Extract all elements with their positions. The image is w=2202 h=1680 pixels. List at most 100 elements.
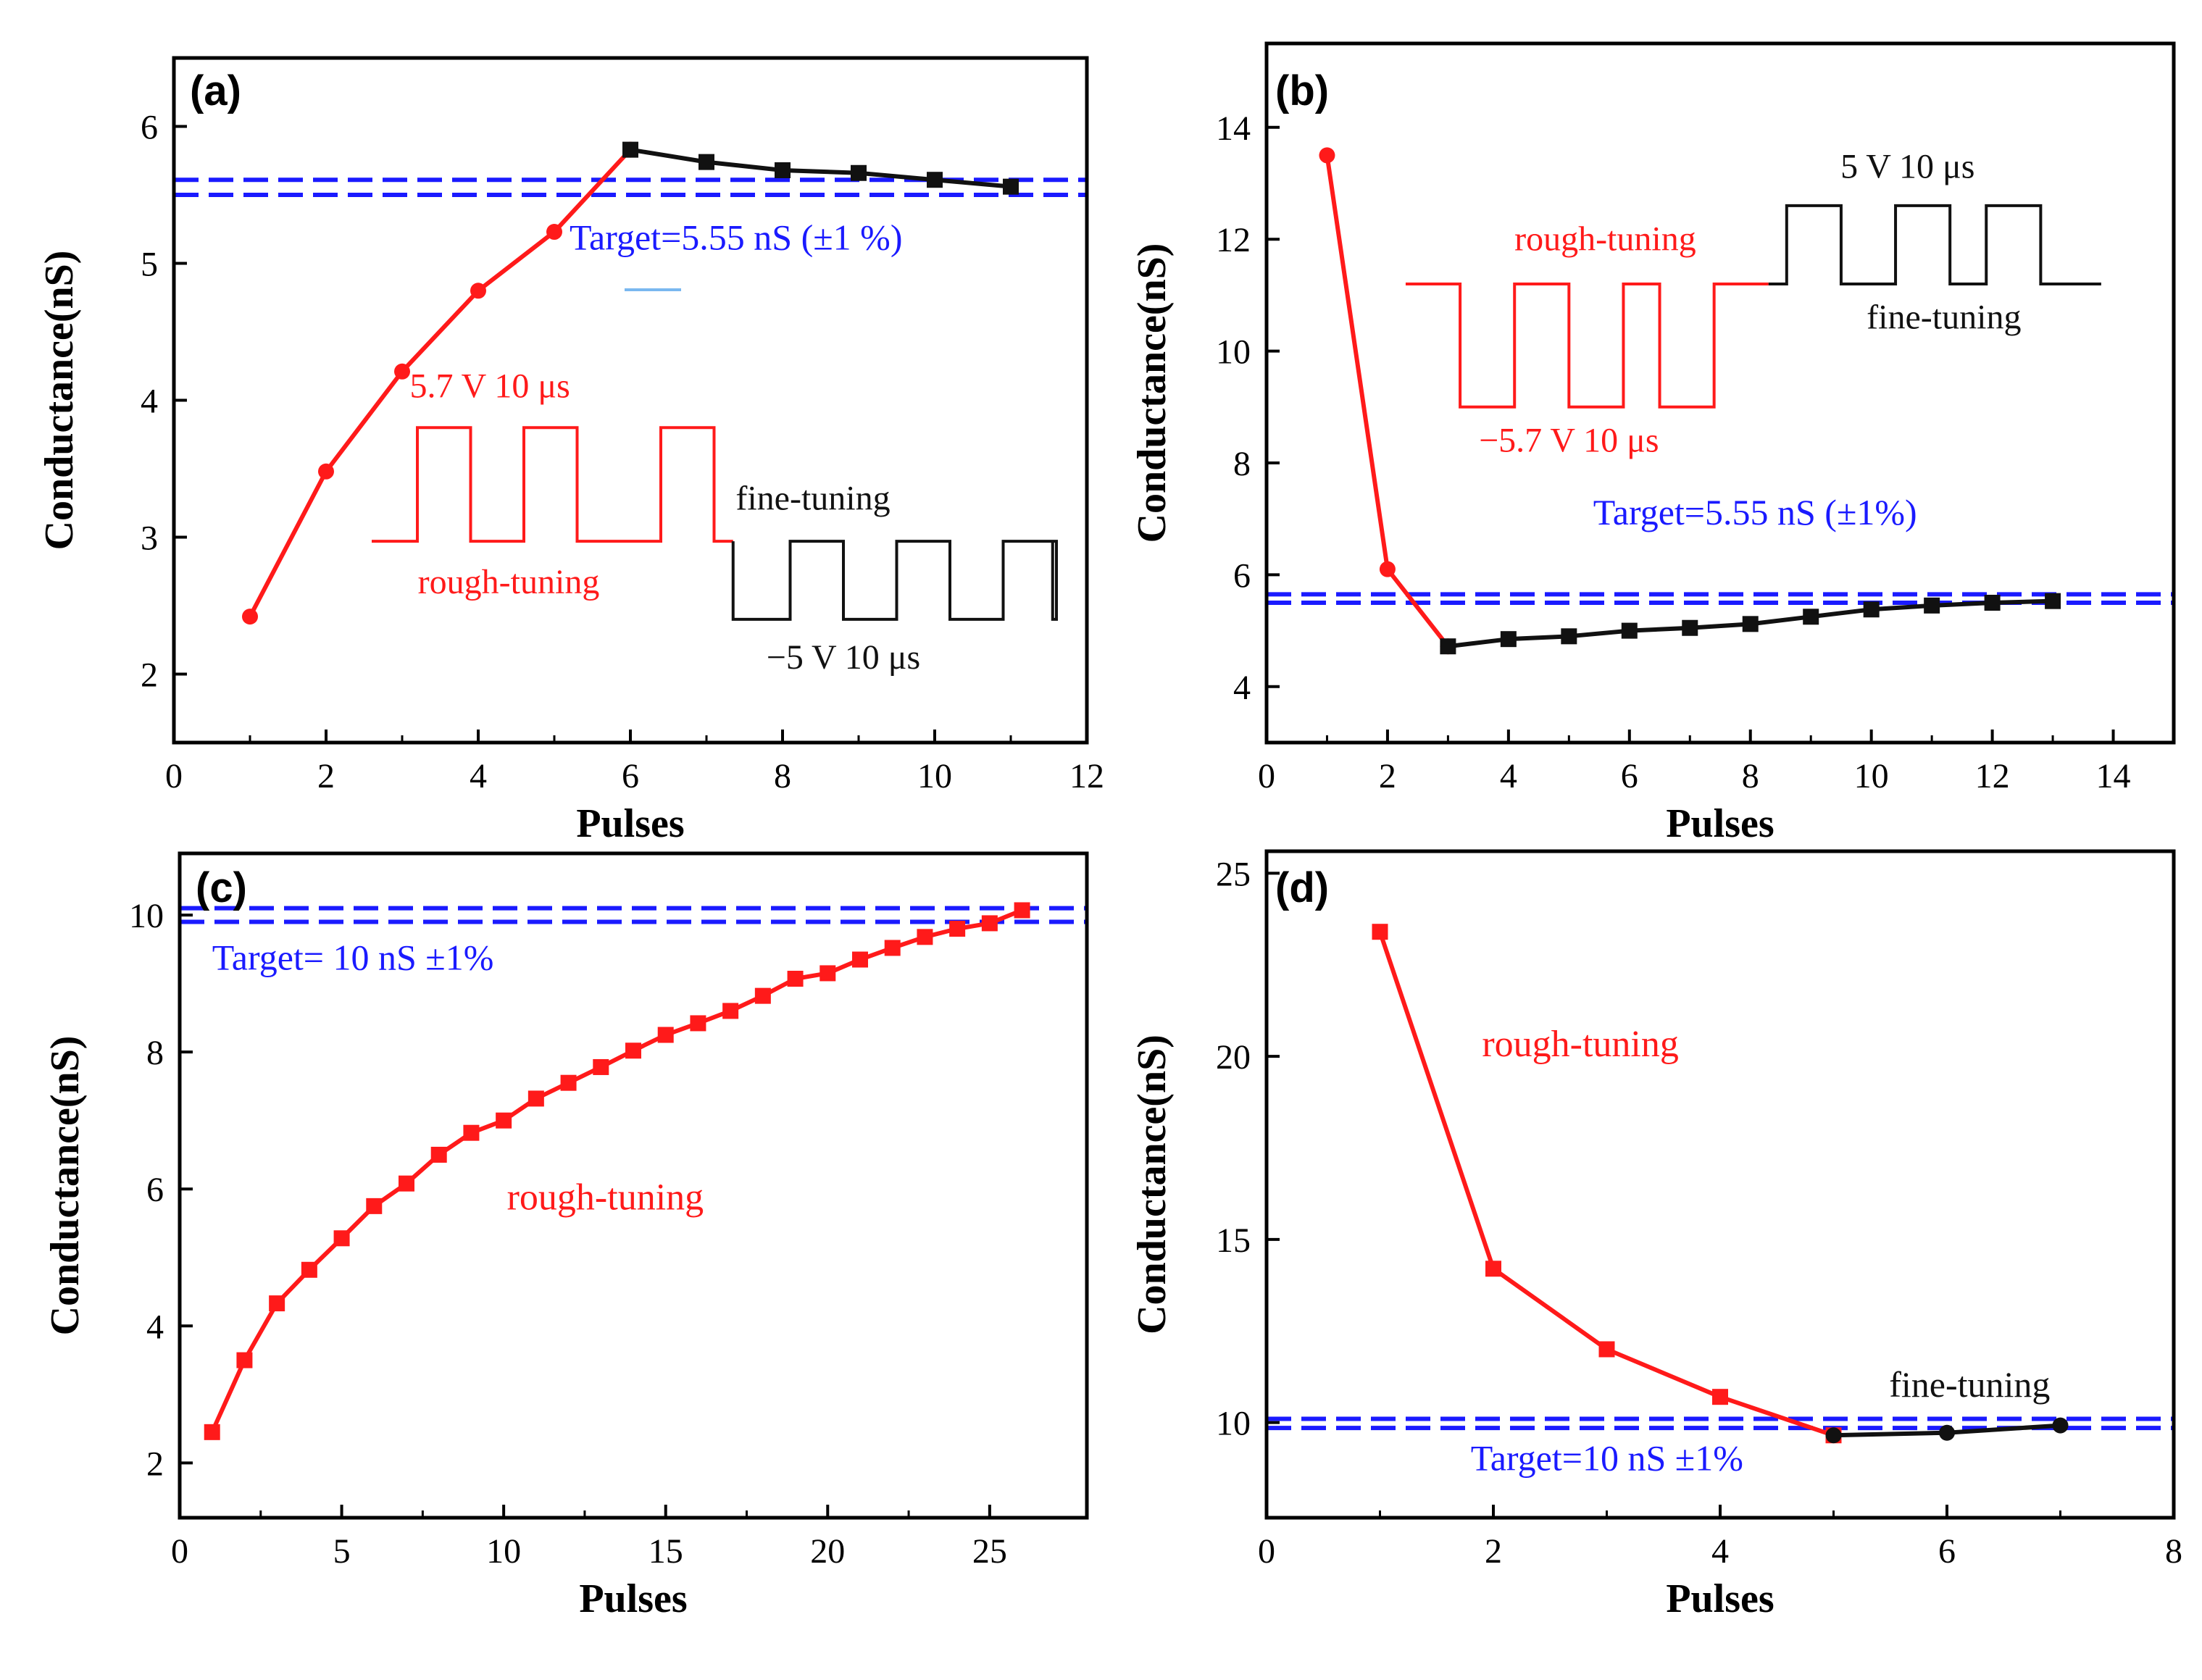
data-point [1003,178,1019,195]
data-point [1682,619,1698,636]
x-tick-label: 4 [1711,1532,1729,1571]
data-point [1825,1427,1842,1444]
data-point [1379,561,1396,577]
data-point [981,915,998,932]
data-point [698,154,714,170]
data-point [949,920,966,937]
plot-frame [178,851,1089,1520]
annotation: Target=10 nS ±1% [1471,1437,1743,1478]
y-tick-label: 6 [1233,556,1251,595]
y-tick-label: 2 [146,1445,164,1483]
data-point [622,141,638,158]
data-point [852,951,868,968]
data-point [333,1230,350,1247]
pulse-waveform [731,540,1058,621]
data-point [775,162,791,178]
x-tick-label: 5 [333,1532,351,1571]
x-tick-label: 6 [1938,1532,1956,1571]
x-tick-label: 2 [1485,1532,1502,1571]
x-tick-label: 15 [648,1532,683,1571]
panel-label: (a) [190,67,241,114]
x-tick-label: 0 [1258,1532,1275,1571]
y-tick-label: 2 [141,656,158,695]
annotation: fine-tuning [1889,1364,2050,1405]
data-point [546,224,562,241]
y-tick-label: 8 [146,1034,164,1072]
panel-c: 0 5 10 15 20 25 2 4 6 8 10 Pulses Conductance(nS) (c)… [43,851,1089,1621]
x-tick-label: 2 [1379,757,1396,795]
data-point [1561,628,1577,645]
x-tick-label: 10 [1854,757,1889,795]
data-point [1014,902,1030,919]
data-point [496,1112,512,1129]
data-point [754,987,771,1004]
data-point [366,1198,383,1214]
panel-b: 0 2 4 6 8 10 12 14 4 6 8 10 12 14 Pulses Conductance(nS… [1130,41,2176,846]
panel-label: (c) [196,864,247,911]
data-point [722,1003,739,1019]
panel-a: 0 2 4 6 8 10 12 2 3 4 5 6 Pulses Conductance(nS) (a) Ta… [37,56,1104,846]
plot-frame [1264,41,2176,745]
y-tick-label: 4 [141,383,158,421]
x-axis-title: Pulses [576,801,684,846]
y-tick-label: 25 [1216,855,1251,893]
data-point [394,363,410,380]
data-point [527,1090,544,1107]
data-point [657,1027,674,1043]
y-tick-label: 4 [1233,669,1251,707]
data-point [269,1295,285,1312]
data-point [1598,1341,1615,1358]
pulse-waveform [1405,282,1769,409]
x-tick-label: 6 [622,757,639,795]
data-point [1440,638,1456,655]
x-tick-label: 12 [1069,757,1104,795]
x-tick-label: 0 [171,1532,188,1571]
data-point [851,164,867,181]
data-point [1712,1389,1728,1405]
x-tick-label: 20 [810,1532,845,1571]
data-point [593,1058,609,1075]
x-tick-label: 4 [1500,757,1517,795]
y-tick-label: 10 [1216,333,1251,372]
annotation: 5 V 10 μs [1840,147,1974,185]
data-point [470,283,486,299]
x-tick-label: 8 [774,757,791,795]
annotation: rough-tuning [1514,220,1696,259]
x-tick-label: 8 [2165,1532,2182,1571]
pulse-waveform [372,426,733,543]
annotation: 5.7 V 10 μs [410,367,570,406]
x-axis-title: Pulses [1666,1576,1774,1621]
y-tick-label: 10 [1216,1405,1251,1443]
x-tick-label: 8 [1742,757,1759,795]
x-tick-label: 0 [165,757,183,795]
y-tick-label: 10 [129,897,164,935]
plot-frame [172,56,1089,745]
y-tick-label: 8 [1233,445,1251,483]
data-point [1984,595,2001,611]
annotation: rough-tuning [507,1177,704,1219]
y-tick-label: 15 [1216,1221,1251,1260]
y-tick-label: 6 [146,1171,164,1209]
x-tick-label: 14 [2096,757,2131,795]
x-tick-label: 12 [1975,757,2010,795]
data-point [1863,601,1880,618]
x-tick-label: 10 [486,1532,521,1571]
data-point [820,965,836,982]
y-tick-label: 6 [141,109,158,147]
series-line-rough-tuning [209,908,1023,1434]
data-point [430,1146,447,1163]
data-point [625,1042,641,1059]
data-point [204,1424,220,1440]
x-tick-label: 6 [1621,757,1638,795]
x-tick-label: 25 [972,1532,1007,1571]
data-point [2052,1417,2069,1434]
y-axis-title: Conductance(nS) [43,1036,88,1336]
panel-d: 0 2 4 6 8 10 15 20 25 Pulses Conductance(nS) (d) rou… [1130,849,2182,1621]
x-axis-title: Pulses [579,1576,687,1621]
data-point [242,609,258,625]
data-point [1924,597,1940,614]
annotation: fine-tuning [1867,298,2021,337]
data-point [1621,622,1638,639]
data-point [1803,609,1819,625]
